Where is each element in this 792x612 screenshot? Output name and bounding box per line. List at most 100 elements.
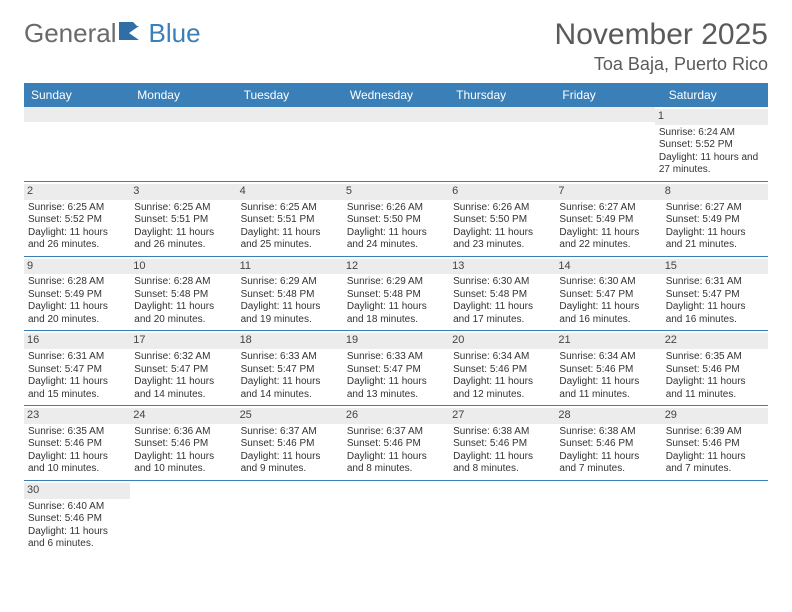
- day-number: 14: [555, 259, 661, 275]
- weekday-header-row: SundayMondayTuesdayWednesdayThursdayFrid…: [24, 83, 768, 107]
- day-info: Sunrise: 6:36 AMSunset: 5:46 PMDaylight:…: [134, 426, 232, 476]
- calendar-day: 20 Sunrise: 6:34 AMSunset: 5:46 PMDayligh…: [449, 331, 555, 405]
- calendar-day: 13Sunrise: 6:30 AMSunset: 5:48 PMDayligh…: [449, 257, 555, 331]
- calendar-day: 30 Sunrise: 6:40 AMSunset: 5:46 PMDayligh…: [24, 481, 130, 555]
- calendar-week: 16Sunrise: 6:31 AMSunset: 5:47 PMDayligh…: [24, 331, 768, 406]
- calendar-day-empty: [339, 107, 444, 181]
- day-info: Sunrise: 6:25 AMSunset: 5:52 PMDaylight:…: [28, 202, 126, 252]
- day-info: Sunrise: 6:25 AMSunset: 5:51 PMDaylight:…: [134, 202, 232, 252]
- calendar-day: 3Sunrise: 6:25 AMSunset: 5:51 PMDaylight…: [130, 182, 236, 256]
- weekday-header: Wednesday: [343, 83, 449, 107]
- day-number: 26: [343, 408, 449, 424]
- calendar-day: 18 Sunrise: 6:33 AMSunset: 5:47 PMDayligh…: [237, 331, 343, 405]
- day-number: 18: [237, 333, 343, 349]
- calendar-week: 23 Sunrise: 6:35 AMSunset: 5:46 PMDayligh…: [24, 406, 768, 481]
- calendar-day-empty: [237, 481, 343, 555]
- day-info: Sunrise: 6:28 AMSunset: 5:48 PMDaylight:…: [134, 276, 232, 326]
- day-info: Sunrise: 6:29 AMSunset: 5:48 PMDaylight:…: [241, 276, 339, 326]
- day-info: Sunrise: 6:32 AMSunset: 5:47 PMDaylight:…: [134, 351, 232, 401]
- calendar-day: 24 Sunrise: 6:36 AMSunset: 5:46 PMDayligh…: [130, 406, 236, 480]
- calendar-day: 16Sunrise: 6:31 AMSunset: 5:47 PMDayligh…: [24, 331, 130, 405]
- calendar-day-empty: [343, 481, 449, 555]
- calendar-day: 28Sunrise: 6:38 AMSunset: 5:46 PMDayligh…: [555, 406, 661, 480]
- day-number: 11: [237, 259, 343, 275]
- calendar-day: 27Sunrise: 6:38 AMSunset: 5:46 PMDayligh…: [449, 406, 555, 480]
- calendar-day: 8 Sunrise: 6:27 AMSunset: 5:49 PMDaylight…: [662, 182, 768, 256]
- day-info: Sunrise: 6:34 AMSunset: 5:46 PMDaylight:…: [453, 351, 551, 401]
- day-info: Sunrise: 6:28 AMSunset: 5:49 PMDaylight:…: [28, 276, 126, 326]
- day-number: 28: [555, 408, 661, 424]
- day-number: 29: [662, 408, 768, 424]
- day-number: 8: [662, 184, 768, 200]
- calendar-day: 2Sunrise: 6:25 AMSunset: 5:52 PMDaylight…: [24, 182, 130, 256]
- day-number: 12: [343, 259, 449, 275]
- calendar-day-empty: [24, 107, 129, 181]
- calendar-day-empty: [129, 107, 234, 181]
- calendar-day: 19 Sunrise: 6:33 AMSunset: 5:47 PMDayligh…: [343, 331, 449, 405]
- day-number: 1: [655, 109, 768, 125]
- calendar-day: 17Sunrise: 6:32 AMSunset: 5:47 PMDayligh…: [130, 331, 236, 405]
- calendar-day: 7Sunrise: 6:27 AMSunset: 5:49 PMDaylight…: [555, 182, 661, 256]
- day-number: 13: [449, 259, 555, 275]
- calendar-day: 10Sunrise: 6:28 AMSunset: 5:48 PMDayligh…: [130, 257, 236, 331]
- day-number: 30: [24, 483, 130, 499]
- calendar-day: 9Sunrise: 6:28 AMSunset: 5:49 PMDaylight…: [24, 257, 130, 331]
- calendar-day-empty: [550, 107, 655, 181]
- location: Toa Baja, Puerto Rico: [555, 54, 768, 75]
- weekday-header: Tuesday: [237, 83, 343, 107]
- day-info: Sunrise: 6:25 AMSunset: 5:51 PMDaylight:…: [241, 202, 339, 252]
- weekday-header: Friday: [555, 83, 661, 107]
- calendar-day: 26 Sunrise: 6:37 AMSunset: 5:46 PMDayligh…: [343, 406, 449, 480]
- calendar-weeks: 1 Sunrise: 6:24 AMSunset: 5:52 PMDaylight…: [24, 107, 768, 555]
- day-number: 19: [343, 333, 449, 349]
- day-info: Sunrise: 6:27 AMSunset: 5:49 PMDaylight:…: [666, 202, 764, 252]
- calendar-day: 25Sunrise: 6:37 AMSunset: 5:46 PMDayligh…: [237, 406, 343, 480]
- calendar-day: 23 Sunrise: 6:35 AMSunset: 5:46 PMDayligh…: [24, 406, 130, 480]
- day-info: Sunrise: 6:37 AMSunset: 5:46 PMDaylight:…: [347, 426, 445, 476]
- title-block: November 2025 Toa Baja, Puerto Rico: [555, 18, 768, 75]
- day-number: 10: [130, 259, 236, 275]
- day-number: 23: [24, 408, 130, 424]
- calendar-week: 2Sunrise: 6:25 AMSunset: 5:52 PMDaylight…: [24, 182, 768, 257]
- day-number: 6: [449, 184, 555, 200]
- day-info: Sunrise: 6:40 AMSunset: 5:46 PMDaylight:…: [28, 501, 126, 551]
- calendar-day-empty: [555, 481, 661, 555]
- calendar-day: 29 Sunrise: 6:39 AMSunset: 5:46 PMDayligh…: [662, 406, 768, 480]
- calendar: SundayMondayTuesdayWednesdayThursdayFrid…: [24, 83, 768, 555]
- calendar-day-empty: [449, 481, 555, 555]
- calendar-day: 4 Sunrise: 6:25 AMSunset: 5:51 PMDaylight…: [237, 182, 343, 256]
- weekday-header: Sunday: [24, 83, 130, 107]
- day-number: 20: [449, 333, 555, 349]
- day-info: Sunrise: 6:39 AMSunset: 5:46 PMDaylight:…: [666, 426, 764, 476]
- calendar-week: 1 Sunrise: 6:24 AMSunset: 5:52 PMDaylight…: [24, 107, 768, 182]
- day-info: Sunrise: 6:30 AMSunset: 5:47 PMDaylight:…: [559, 276, 657, 326]
- header: General Blue November 2025 Toa Baja, Pue…: [24, 18, 768, 75]
- calendar-day: 5 Sunrise: 6:26 AMSunset: 5:50 PMDaylight…: [343, 182, 449, 256]
- day-number: 25: [237, 408, 343, 424]
- day-info: Sunrise: 6:33 AMSunset: 5:47 PMDaylight:…: [347, 351, 445, 401]
- day-info: Sunrise: 6:26 AMSunset: 5:50 PMDaylight:…: [453, 202, 551, 252]
- day-number: 5: [343, 184, 449, 200]
- calendar-day: 21Sunrise: 6:34 AMSunset: 5:46 PMDayligh…: [555, 331, 661, 405]
- calendar-day: 6 Sunrise: 6:26 AMSunset: 5:50 PMDaylight…: [449, 182, 555, 256]
- calendar-day: 14Sunrise: 6:30 AMSunset: 5:47 PMDayligh…: [555, 257, 661, 331]
- day-info: Sunrise: 6:35 AMSunset: 5:46 PMDaylight:…: [28, 426, 126, 476]
- day-number: 16: [24, 333, 130, 349]
- logo: General Blue: [24, 18, 201, 49]
- calendar-day: 15Sunrise: 6:31 AMSunset: 5:47 PMDayligh…: [662, 257, 768, 331]
- calendar-day: 12Sunrise: 6:29 AMSunset: 5:48 PMDayligh…: [343, 257, 449, 331]
- calendar-week: 30 Sunrise: 6:40 AMSunset: 5:46 PMDayligh…: [24, 481, 768, 555]
- day-number: 15: [662, 259, 768, 275]
- calendar-day-empty: [662, 481, 768, 555]
- weekday-header: Saturday: [662, 83, 768, 107]
- day-info: Sunrise: 6:26 AMSunset: 5:50 PMDaylight:…: [347, 202, 445, 252]
- day-info: Sunrise: 6:33 AMSunset: 5:47 PMDaylight:…: [241, 351, 339, 401]
- calendar-day-empty: [234, 107, 339, 181]
- day-info: Sunrise: 6:24 AMSunset: 5:52 PMDaylight:…: [659, 127, 764, 177]
- logo-text-general: General: [24, 18, 117, 49]
- logo-flag-icon: [119, 18, 147, 49]
- day-number: 4: [237, 184, 343, 200]
- day-number: 24: [130, 408, 236, 424]
- day-number: 21: [555, 333, 661, 349]
- month-title: November 2025: [555, 18, 768, 52]
